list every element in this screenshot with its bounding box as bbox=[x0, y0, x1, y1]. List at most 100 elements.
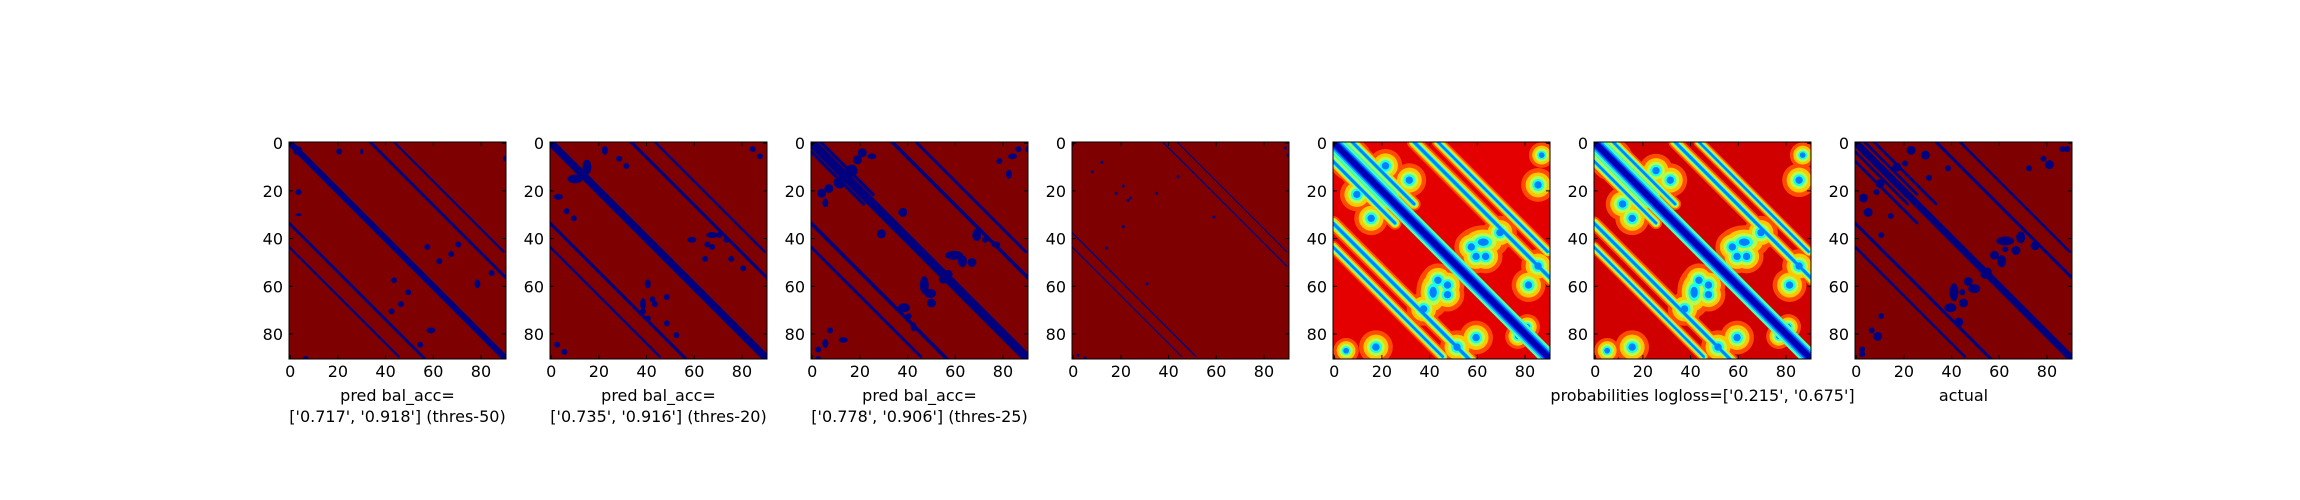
y-tick-label: 20 bbox=[1046, 182, 1066, 201]
contact-patch bbox=[388, 308, 395, 315]
probability-band bbox=[1333, 221, 1472, 359]
contact-patch bbox=[644, 279, 651, 289]
contact-patch bbox=[623, 162, 630, 169]
x-tick-label: 60 bbox=[1206, 362, 1226, 381]
y-tick-label: 60 bbox=[263, 277, 283, 296]
contact-patch bbox=[1990, 250, 1999, 260]
x-tick-label: 60 bbox=[1989, 362, 2009, 381]
probability-patch bbox=[1704, 290, 1713, 299]
probability-patch bbox=[1757, 228, 1765, 237]
probability-patch bbox=[1604, 347, 1610, 354]
contact-patch bbox=[1925, 174, 1932, 181]
x-tick-label: 20 bbox=[1894, 362, 1914, 381]
probability-patch bbox=[1704, 281, 1713, 289]
contact-patch bbox=[1878, 313, 1885, 320]
y-tick-label: 40 bbox=[1046, 230, 1066, 249]
probability-band bbox=[1333, 159, 1397, 225]
contact-patch bbox=[1868, 327, 1875, 334]
contact-patch bbox=[567, 174, 583, 184]
contact-band bbox=[914, 142, 1028, 254]
contact-patch bbox=[360, 148, 364, 155]
axes-frame bbox=[1854, 141, 2073, 360]
contact-patch bbox=[2059, 146, 2066, 153]
contact-patch bbox=[640, 308, 646, 315]
contact-patch bbox=[448, 251, 455, 258]
contact-patch bbox=[1959, 298, 1968, 308]
contact-band bbox=[289, 245, 400, 358]
contact-patch bbox=[1945, 165, 1951, 172]
contact-band bbox=[1855, 221, 1994, 359]
y-tick-label: 0 bbox=[1317, 134, 1327, 153]
contact-patch bbox=[1114, 191, 1118, 195]
contact-patch bbox=[822, 198, 829, 208]
contact-patch bbox=[709, 243, 716, 250]
contact-patch bbox=[1996, 236, 2015, 246]
y-tick-label: 80 bbox=[785, 325, 805, 344]
y-tick-label: 80 bbox=[1307, 325, 1327, 344]
probability-patch bbox=[1628, 343, 1636, 351]
contact-patch bbox=[1892, 162, 1902, 172]
x-tick-label: 0 bbox=[1590, 362, 1600, 381]
probability-patch bbox=[1472, 333, 1480, 342]
axes-frame bbox=[549, 141, 768, 360]
contact-band bbox=[1863, 142, 1919, 196]
x-tick-label: 0 bbox=[1851, 362, 1861, 381]
x-tick-label: 0 bbox=[807, 362, 817, 381]
probability-band bbox=[1697, 142, 1810, 253]
contact-patch bbox=[1121, 184, 1125, 188]
probability-band bbox=[1436, 142, 1549, 254]
contact-patch bbox=[436, 258, 443, 265]
y-tick-label: 20 bbox=[1829, 182, 1849, 201]
probability-patch bbox=[1666, 176, 1674, 184]
contact-patch bbox=[649, 296, 656, 303]
contact-patch bbox=[845, 164, 858, 177]
y-tick-label: 20 bbox=[263, 182, 283, 201]
probability-patch bbox=[1472, 252, 1480, 261]
contact-patch bbox=[640, 298, 646, 311]
probability-patch bbox=[1628, 214, 1636, 222]
contact-patch bbox=[561, 348, 568, 355]
main-diagonal-band bbox=[811, 142, 1028, 359]
contact-band bbox=[1072, 246, 1183, 358]
contact-patch bbox=[827, 327, 834, 334]
contact-patch bbox=[982, 236, 989, 243]
contact-patch bbox=[723, 236, 730, 243]
y-tick-label: 60 bbox=[1829, 277, 1849, 296]
probability-patch bbox=[1680, 305, 1689, 313]
contact-band bbox=[890, 142, 1028, 281]
contact-patch bbox=[740, 265, 747, 272]
probability-patch bbox=[1714, 343, 1722, 351]
contact-patch bbox=[1286, 153, 1289, 157]
contact-patch bbox=[815, 356, 822, 359]
x-tick-label: 80 bbox=[2037, 362, 2057, 381]
contact-patch bbox=[563, 208, 570, 215]
contact-patch bbox=[857, 148, 867, 158]
axes-frame bbox=[288, 141, 507, 360]
contact-patch bbox=[838, 336, 848, 343]
x-axis-label: ['0.778', '0.906'] (thres-25) bbox=[811, 407, 1027, 426]
y-tick-label: 0 bbox=[1056, 134, 1066, 153]
axes-frame bbox=[810, 141, 1029, 360]
contact-band bbox=[811, 245, 923, 359]
contact-patch bbox=[1212, 215, 1216, 219]
x-axis-label: pred bal_acc= bbox=[601, 386, 716, 406]
probability-band bbox=[1594, 221, 1732, 359]
probability-patch bbox=[1443, 281, 1452, 289]
x-tick-label: 40 bbox=[1680, 362, 1700, 381]
probability-patch bbox=[1443, 290, 1452, 299]
y-tick-label: 80 bbox=[1046, 325, 1066, 344]
contact-patch bbox=[488, 270, 495, 277]
contact-band bbox=[1855, 150, 1909, 206]
y-tick-label: 40 bbox=[263, 230, 283, 249]
y-tick-label: 20 bbox=[1568, 182, 1588, 201]
probability-band bbox=[1412, 142, 1550, 281]
contact-patch bbox=[1906, 145, 1916, 155]
y-tick-label: 20 bbox=[1307, 182, 1327, 201]
contact-patch bbox=[822, 339, 829, 348]
y-tick-label: 80 bbox=[1829, 325, 1849, 344]
contact-patch bbox=[1954, 317, 1964, 327]
probability-patch bbox=[1524, 281, 1533, 289]
